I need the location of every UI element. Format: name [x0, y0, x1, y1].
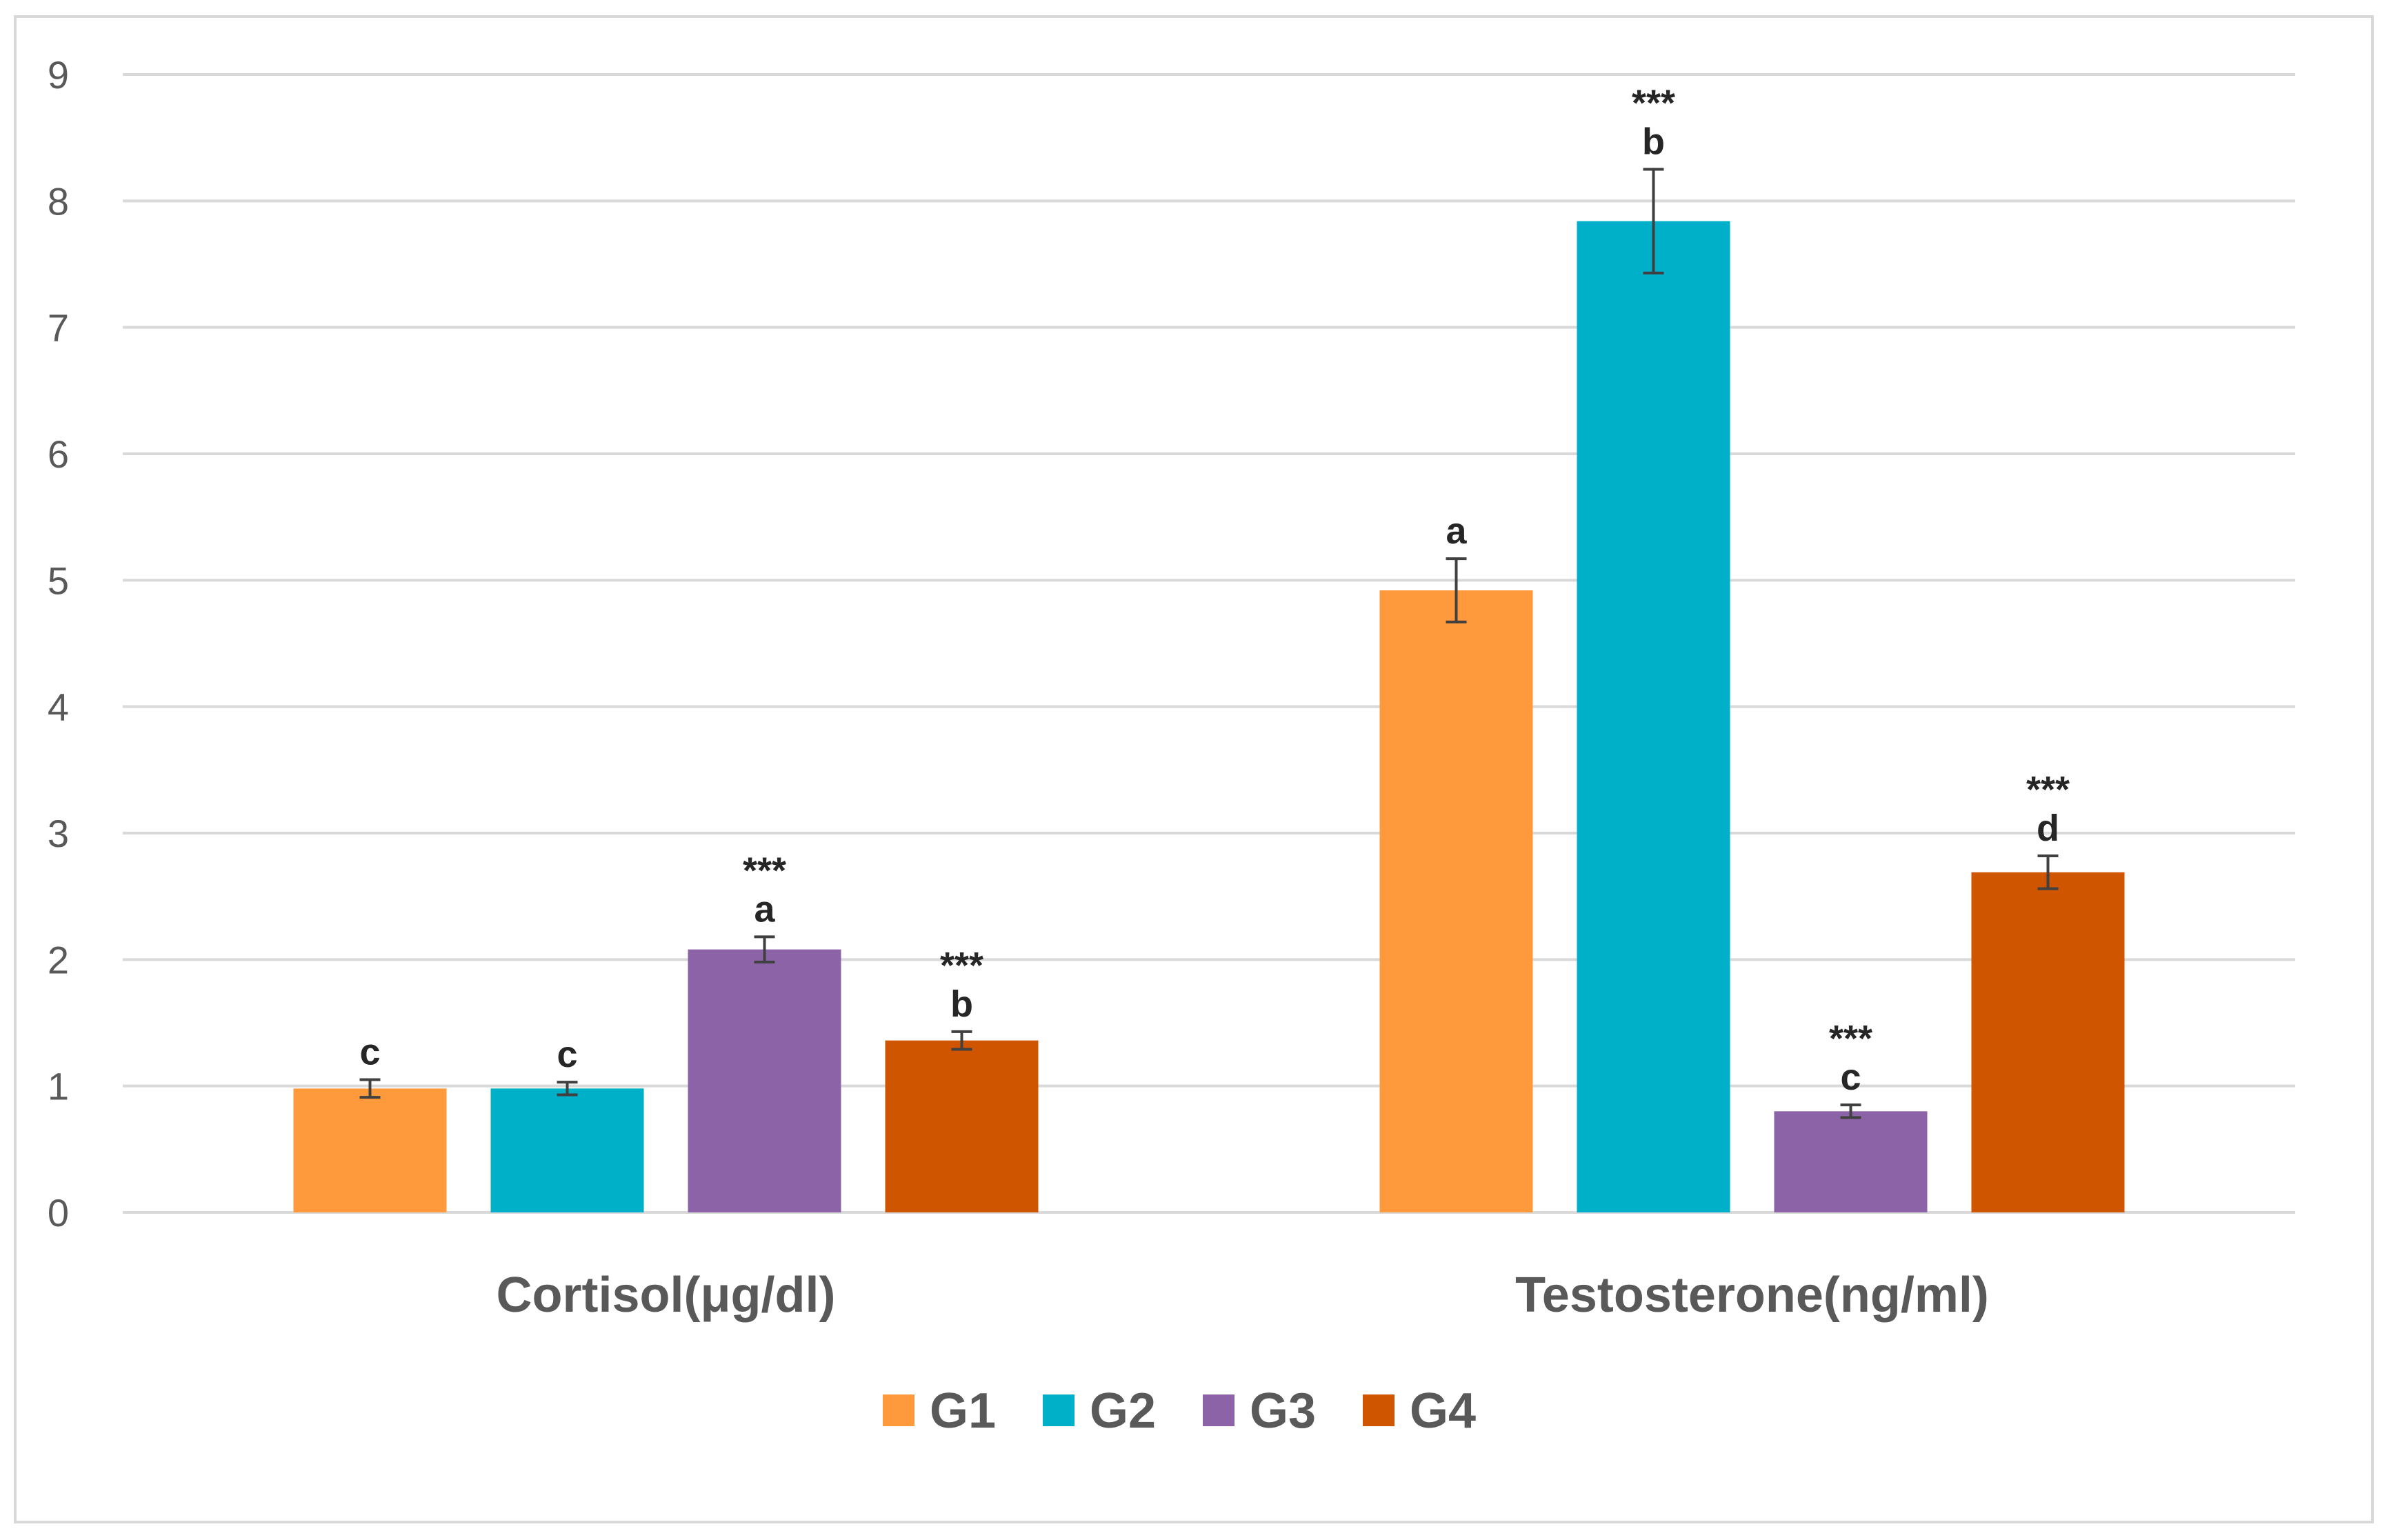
chart-frame [14, 15, 2374, 1523]
bar [1577, 221, 1730, 1213]
significance-letter: d [2037, 808, 2059, 849]
legend-swatch [1043, 1394, 1074, 1426]
significance-letter: c [557, 1034, 577, 1075]
y-tick-label: 5 [48, 559, 69, 602]
legend-swatch [883, 1394, 914, 1426]
legend-label: G3 [1250, 1383, 1316, 1439]
legend-label: G2 [1090, 1383, 1156, 1439]
y-tick-label: 3 [48, 812, 69, 855]
legend: G1 G2 G3 G4 [883, 1383, 1476, 1439]
legend-label: G1 [930, 1383, 996, 1439]
significance-letter: b [950, 983, 973, 1025]
data-labels: c ca***b***ab***c***d*** [359, 83, 2070, 1099]
y-tick-label: 9 [48, 53, 69, 97]
y-axis: 0 1 2 3 4 5 6 7 8 9 [48, 53, 69, 1234]
significance-letter: a [1446, 510, 1467, 552]
bar [688, 949, 841, 1212]
significance-stars: *** [1632, 83, 1675, 124]
y-tick-label: 0 [48, 1191, 69, 1234]
legend-swatch [1203, 1394, 1235, 1426]
bar [1379, 590, 1533, 1212]
y-tick-label: 2 [48, 938, 69, 981]
bar [1774, 1111, 1928, 1212]
significance-stars: *** [940, 945, 983, 986]
significance-stars: *** [1829, 1018, 1872, 1059]
legend-label: G4 [1410, 1383, 1476, 1439]
significance-stars: *** [743, 850, 786, 891]
y-tick-label: 7 [48, 306, 69, 350]
bars [293, 221, 2125, 1213]
significance-stars: *** [2026, 769, 2070, 810]
error-bars [359, 168, 2059, 1119]
significance-letter: c [359, 1032, 380, 1073]
x-axis: Cortisol(μg/dl) Testosterone(ng/ml) [497, 1268, 1989, 1323]
significance-letter: a [754, 888, 775, 930]
bar [1971, 872, 2125, 1212]
category-label: Testosterone(ng/ml) [1515, 1268, 1989, 1323]
grid-layer [123, 73, 2295, 1214]
y-tick-label: 6 [48, 432, 69, 476]
significance-letter: c [1840, 1057, 1861, 1098]
y-tick-label: 1 [48, 1065, 69, 1108]
legend-swatch [1363, 1394, 1395, 1426]
bar [293, 1088, 447, 1212]
y-tick-label: 8 [48, 179, 69, 223]
bar [885, 1040, 1039, 1212]
category-label: Cortisol(μg/dl) [497, 1268, 836, 1323]
y-tick-label: 4 [48, 686, 69, 729]
bar [490, 1088, 644, 1212]
significance-letter: b [1642, 121, 1665, 163]
